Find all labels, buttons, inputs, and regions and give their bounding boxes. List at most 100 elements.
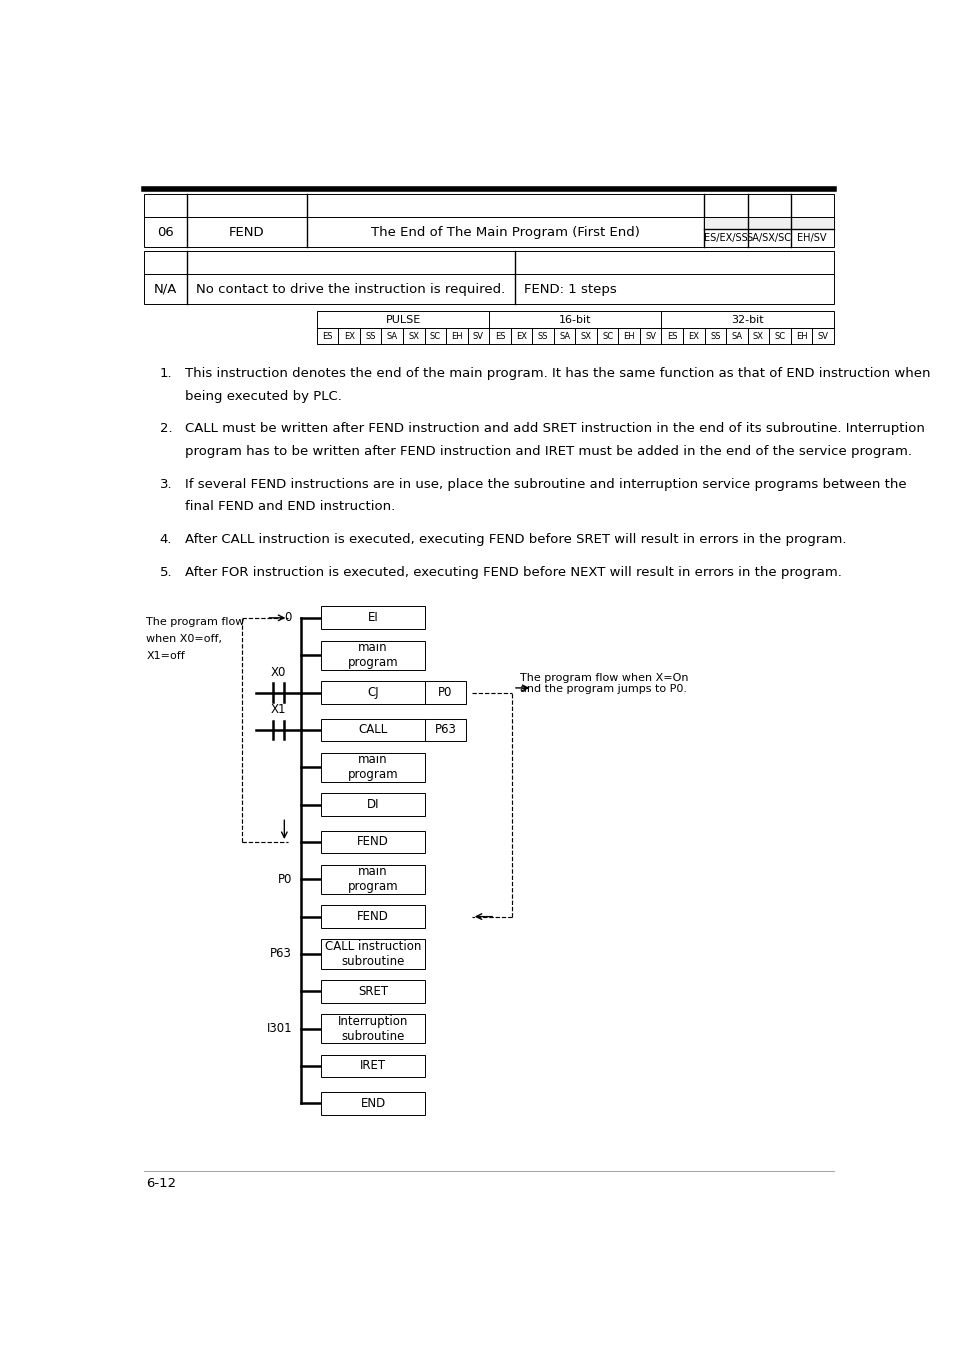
Bar	[144, 217, 833, 247]
Text: EI: EI	[367, 612, 378, 624]
Bar	[402, 328, 424, 344]
Text: FEND: 1 steps: FEND: 1 steps	[523, 282, 616, 296]
Bar	[320, 640, 425, 670]
Text: 32-bit: 32-bit	[731, 315, 763, 325]
Text: ES: ES	[322, 332, 333, 340]
Bar	[446, 328, 467, 344]
Text: IRET: IRET	[359, 1060, 386, 1072]
Bar	[467, 328, 489, 344]
Bar	[320, 718, 425, 741]
Bar	[320, 1014, 425, 1044]
Text: ES: ES	[495, 332, 505, 340]
Bar	[320, 752, 425, 782]
Text: SA: SA	[731, 332, 741, 340]
Text: CALL must be written after FEND instruction and add SRET instruction in the end : CALL must be written after FEND instruct…	[185, 423, 924, 435]
Text: ES: ES	[666, 332, 677, 340]
Text: main
program: main program	[348, 865, 398, 894]
Text: SS: SS	[709, 332, 720, 340]
Text: FEND: FEND	[356, 836, 389, 848]
Text: EX: EX	[516, 332, 526, 340]
Bar	[425, 718, 465, 741]
Text: 0: 0	[284, 612, 292, 624]
Text: 4.: 4.	[159, 533, 172, 547]
Text: SX: SX	[580, 332, 591, 340]
Text: SA/SX/SC: SA/SX/SC	[746, 234, 791, 243]
Bar	[144, 194, 833, 217]
Bar	[532, 328, 554, 344]
Text: EH: EH	[451, 332, 462, 340]
Text: P63: P63	[435, 724, 456, 736]
Bar	[320, 606, 425, 629]
Text: FEND: FEND	[229, 225, 264, 239]
Text: Interruption
subroutine: Interruption subroutine	[337, 1015, 408, 1042]
Bar	[359, 328, 381, 344]
Bar	[320, 940, 425, 968]
Text: main
program: main program	[348, 641, 398, 670]
Text: After FOR instruction is executed, executing FEND before NEXT will result in err: After FOR instruction is executed, execu…	[185, 566, 841, 579]
Text: X1=off: X1=off	[146, 651, 185, 661]
Text: being executed by PLC.: being executed by PLC.	[185, 390, 341, 402]
Text: SS: SS	[537, 332, 548, 340]
Text: CJ: CJ	[367, 686, 378, 699]
Text: P0: P0	[277, 872, 292, 886]
Text: SA: SA	[386, 332, 397, 340]
Text: SRET: SRET	[357, 984, 388, 998]
Text: SX: SX	[752, 332, 763, 340]
Bar	[381, 328, 402, 344]
Bar	[320, 906, 425, 927]
Bar	[320, 1092, 425, 1115]
Text: X1: X1	[270, 703, 286, 716]
Bar	[320, 1054, 425, 1077]
Text: main
program: main program	[348, 753, 398, 782]
Bar	[425, 682, 465, 703]
Bar	[510, 328, 532, 344]
Text: SV: SV	[473, 332, 483, 340]
Bar	[338, 328, 359, 344]
Text: 6-12: 6-12	[146, 1176, 176, 1189]
Text: EX: EX	[343, 332, 355, 340]
Bar	[575, 328, 597, 344]
Text: CALL: CALL	[358, 724, 387, 736]
Text: The program flow when X=On: The program flow when X=On	[519, 672, 688, 683]
Text: EH: EH	[795, 332, 806, 340]
Bar	[597, 328, 618, 344]
Bar	[682, 328, 704, 344]
Bar	[489, 328, 510, 344]
Text: SS: SS	[365, 332, 375, 340]
Bar	[725, 328, 747, 344]
Text: EX: EX	[687, 332, 699, 340]
Text: program has to be written after FEND instruction and IRET must be added in the e: program has to be written after FEND ins…	[185, 446, 911, 458]
Text: ES/EX/SS: ES/EX/SS	[703, 234, 747, 243]
Text: SC: SC	[601, 332, 613, 340]
Text: CALL instruction
subroutine: CALL instruction subroutine	[325, 940, 421, 968]
Text: 2.: 2.	[159, 423, 172, 435]
Text: The End of The Main Program (First End): The End of The Main Program (First End)	[371, 225, 639, 239]
Bar	[554, 328, 575, 344]
Text: I301: I301	[266, 1022, 292, 1035]
Bar	[747, 328, 768, 344]
Text: SC: SC	[429, 332, 440, 340]
Text: FEND: FEND	[356, 910, 389, 923]
Bar	[639, 328, 660, 344]
Text: The program flow: The program flow	[146, 617, 245, 626]
Bar	[704, 328, 725, 344]
Text: If several FEND instructions are in use, place the subroutine and interruption s: If several FEND instructions are in use,…	[185, 478, 905, 490]
Bar	[320, 830, 425, 853]
Text: 1.: 1.	[159, 367, 172, 379]
Bar	[320, 682, 425, 703]
Text: DI: DI	[366, 798, 379, 811]
Text: EH/SV: EH/SV	[797, 234, 826, 243]
Text: END: END	[360, 1096, 385, 1110]
Text: No contact to drive the instruction is required.: No contact to drive the instruction is r…	[195, 282, 505, 296]
Bar	[320, 980, 425, 1003]
Bar	[320, 864, 425, 894]
Text: SV: SV	[644, 332, 656, 340]
Text: This instruction denotes the end of the main program. It has the same function a: This instruction denotes the end of the …	[185, 367, 929, 379]
Bar	[703, 217, 833, 230]
Text: X0: X0	[270, 666, 286, 679]
Bar	[489, 312, 660, 328]
Text: 5.: 5.	[159, 566, 172, 579]
Bar	[790, 328, 811, 344]
Bar	[320, 794, 425, 815]
Text: SC: SC	[774, 332, 784, 340]
